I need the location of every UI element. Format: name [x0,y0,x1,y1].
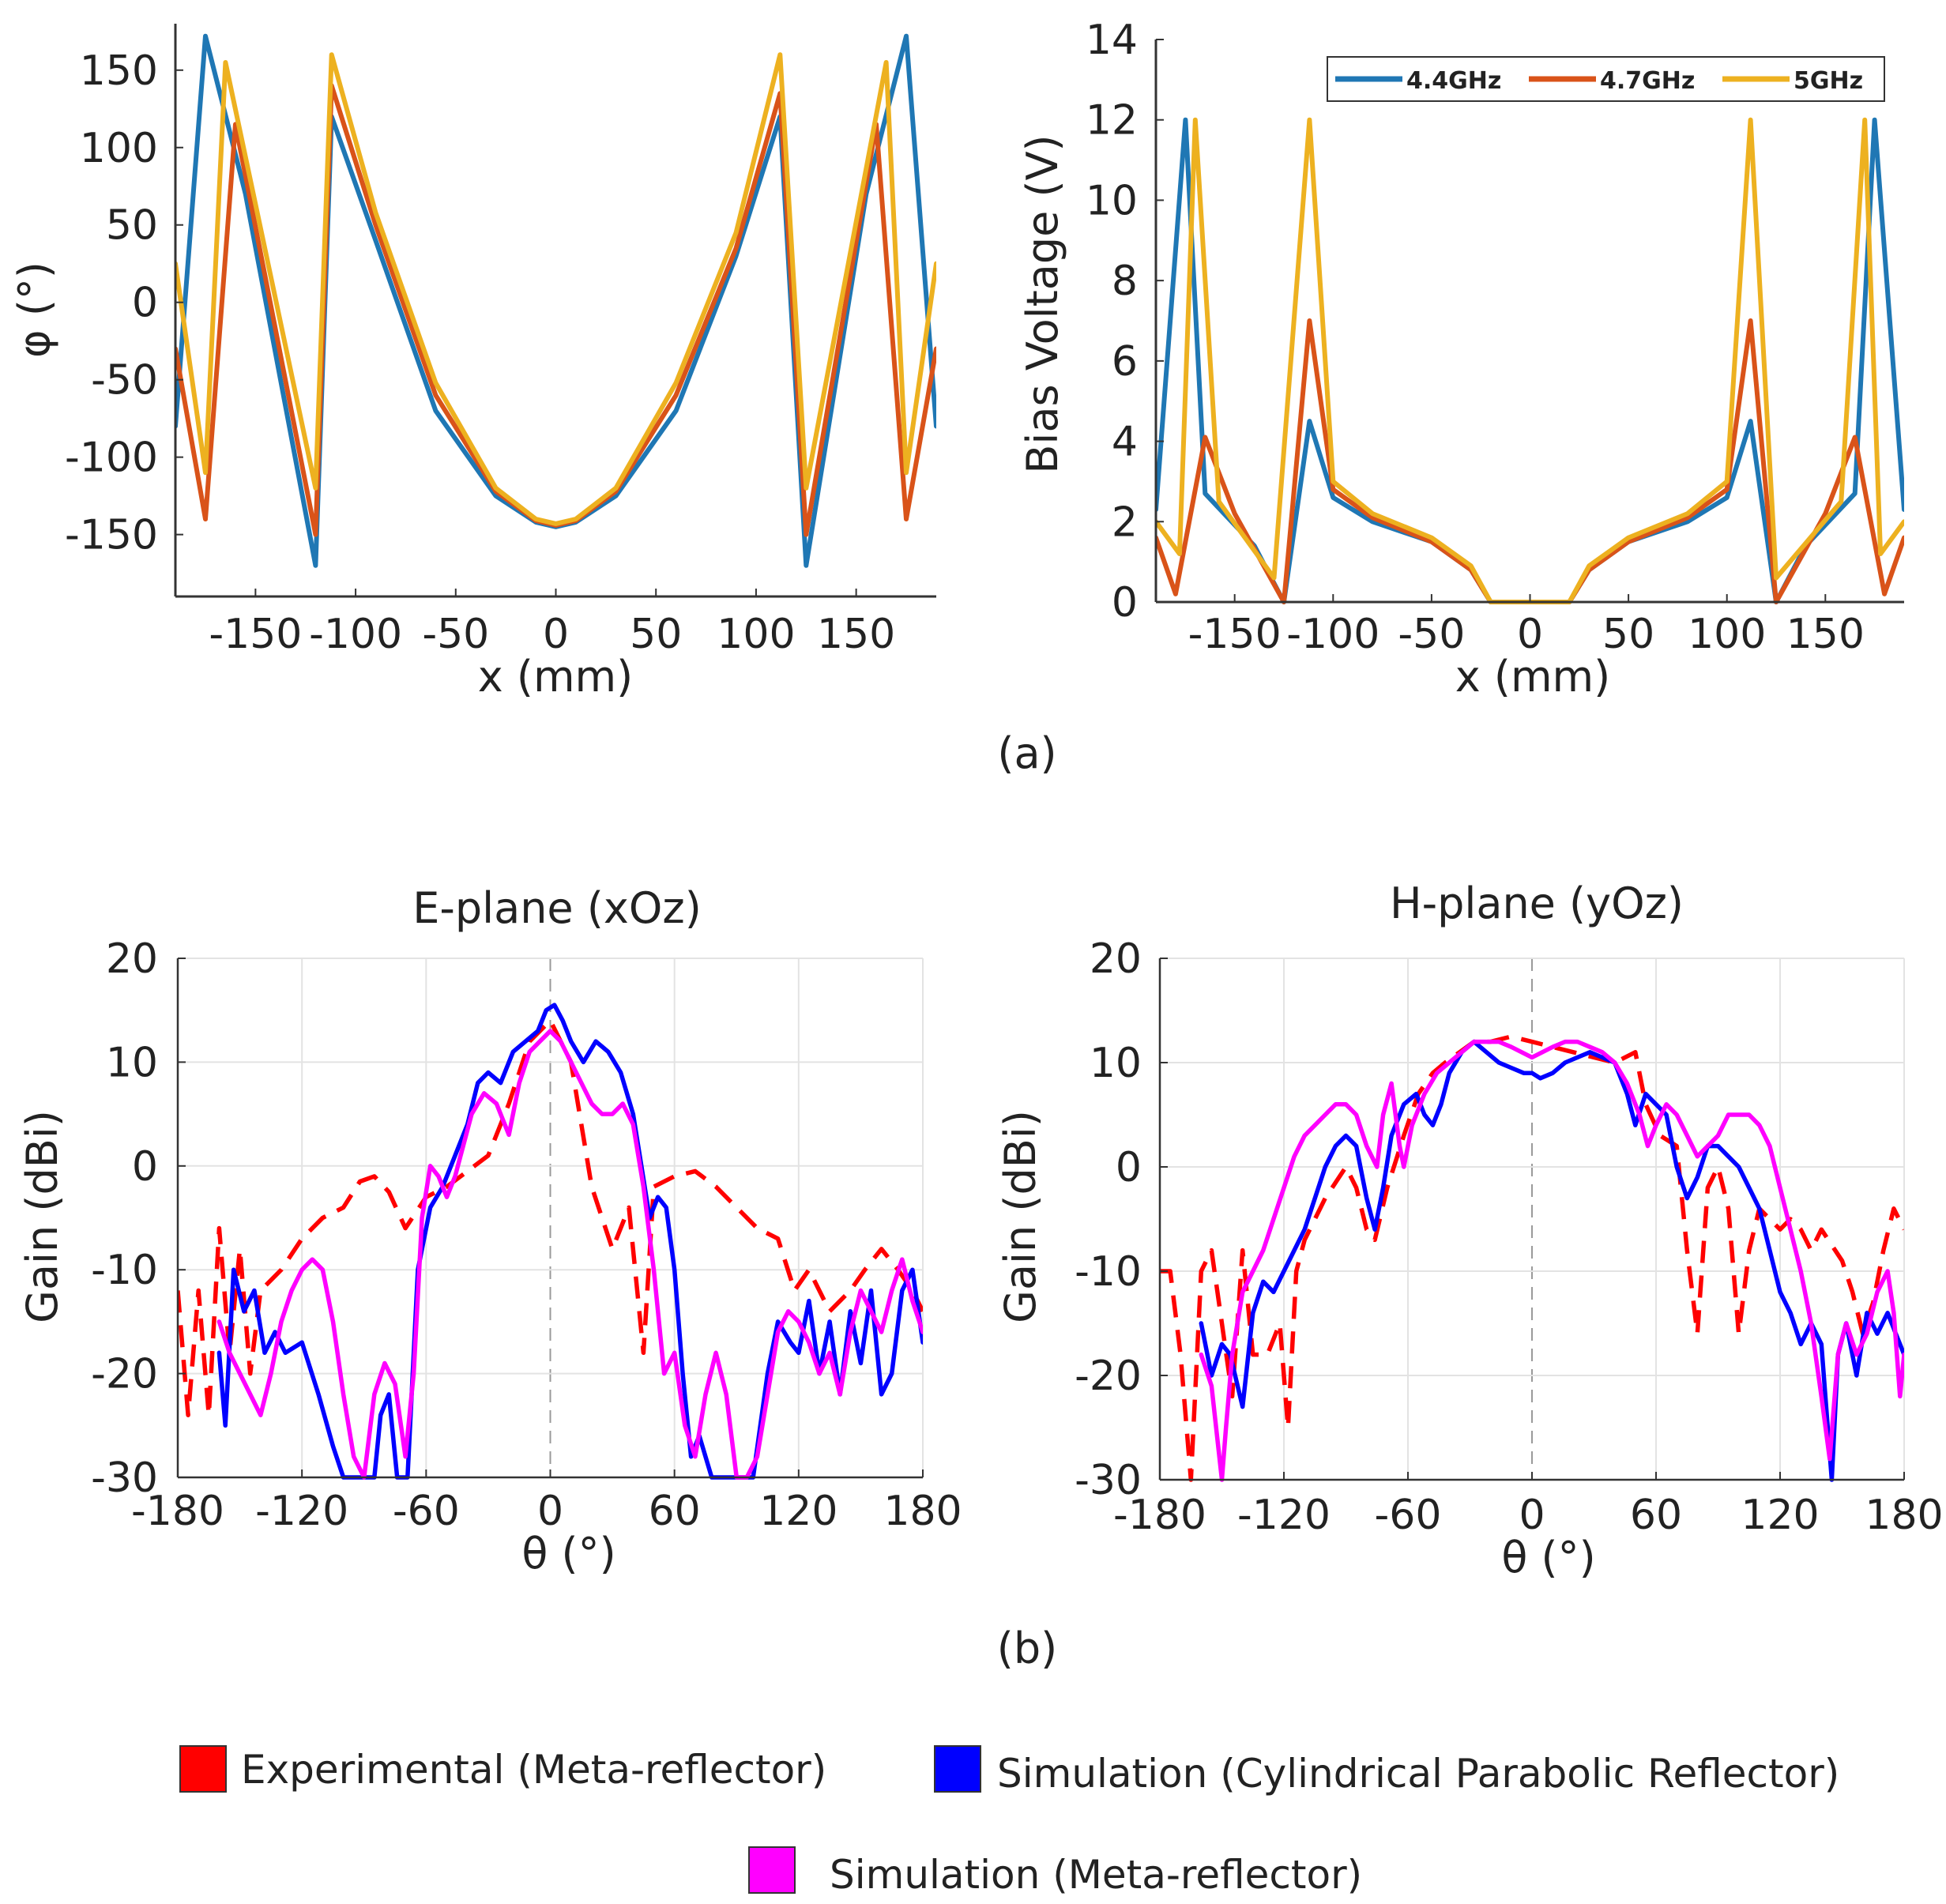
bias-xtick-label: 0 [1517,611,1543,658]
phase-chart: -150 -100 -50 0 50 100 150-150-100-50050100150… [9,24,936,702]
phase-ytick-label: -100 [65,435,158,482]
phase-series-5ghz [175,52,936,526]
phase-xtick-label: 100 [717,611,795,658]
legend-label-4-4ghz: 4.4GHz [1406,67,1501,95]
hplane-ytick-label: 0 [1116,1144,1142,1191]
bias-ytick-label: 0 [1112,579,1138,627]
legend-label-experimental: Experimental (Meta-reflector) [241,1747,826,1793]
e-plane-x-label: θ (°) [521,1529,615,1579]
legend-swatch-meta-sim [748,1846,796,1894]
eplane-xtick-label: -120 [255,1488,348,1535]
eplane-xtick-label: -180 [131,1488,224,1535]
bias-xtick-label: 150 [1786,611,1865,658]
phase-ytick-label: 150 [80,47,158,95]
bias-series-4-4ghz [1156,117,1904,604]
bias-y-label: Bias Voltage (V) [1018,134,1067,473]
hplane-ytick-label: -10 [1075,1248,1142,1296]
phase-x-label: x (mm) [478,652,633,702]
bias-legend: 4.4GHz 4.7GHz 5GHz [1327,56,1885,102]
bias-ytick-label: 10 [1086,177,1138,224]
phase-ytick-label: 50 [106,202,158,250]
eplane-ytick-label: 0 [132,1143,158,1191]
caption-a: (a) [997,728,1056,778]
hplane-xtick-label: 60 [1630,1492,1682,1539]
hplane-ytick-label: 10 [1090,1040,1142,1087]
eplane-xtick-label: 60 [649,1488,701,1535]
phase-xtick-label: 150 [817,611,895,658]
phase-y-label: φ (°) [9,262,59,358]
hplane-series-simulation-cylindrical-parabolic-reflector [1199,1039,1904,1482]
hplane-ytick-label: -20 [1075,1353,1142,1400]
bias-xtick-label: -50 [1398,611,1465,658]
eplane-ytick-label: -20 [91,1351,158,1398]
e-plane-chart: E-plane (xOz) -180 -120 -60 0 60 120 180 -30 -20… [17,883,962,1579]
bias-xtick-label: -100 [1286,611,1380,658]
phase-ytick-label: -50 [91,357,158,405]
hplane-series-simulation-meta-reflector [1199,1039,1904,1482]
hplane-ytick-label: -30 [1075,1457,1142,1504]
legend-swatch-experimental [179,1745,227,1793]
eplane-xtick-label: -60 [393,1488,460,1535]
eplane-series-simulation-cylindrical-parabolic-reflector [216,1003,923,1480]
legend-label-cylindrical: Simulation (Cylindrical Parabolic Reflec… [997,1751,1839,1797]
eplane-ytick-label: -30 [91,1454,158,1502]
phase-ytick-label: 100 [80,125,158,172]
phase-xtick-label: 0 [543,611,569,658]
bias-ytick-label: 2 [1112,499,1138,546]
bias-ytick-label: 12 [1086,97,1138,145]
phase-xtick-label: -100 [309,611,402,658]
h-plane-chart: H-plane (yOz) -180 -120 -60 0 60 120 180 -30 -20… [996,879,1944,1582]
eplane-xtick-label: 180 [883,1488,962,1535]
e-plane-y-label: Gain (dBi) [17,1110,67,1323]
eplane-ytick-label: -10 [91,1247,158,1294]
eplane-ytick-label: 20 [106,935,158,983]
h-plane-y-label: Gain (dBi) [996,1110,1045,1323]
phase-series-4-4ghz [175,33,936,568]
bias-xtick-label: 50 [1602,611,1654,658]
h-plane-title: H-plane (yOz) [1390,879,1684,928]
bottom-legend: Experimental (Meta-reflector) Simulation… [179,1745,1839,1898]
legend-swatch-cylindrical [934,1745,981,1793]
phase-xtick-label: -50 [422,611,489,658]
eplane-series-simulation-meta-reflector [216,1029,923,1480]
eplane-xtick-label: 120 [759,1488,837,1535]
hplane-xtick-label: -120 [1237,1492,1331,1539]
bias-xtick-label: 100 [1688,611,1766,658]
bias-ytick-label: 4 [1112,419,1138,466]
hplane-xtick-label: 120 [1741,1492,1819,1539]
phase-ytick-label: -150 [65,512,158,559]
caption-b: (b) [997,1624,1057,1673]
phase-ytick-label: 0 [132,280,158,327]
hplane-xtick-label: 0 [1519,1492,1545,1539]
bias-ytick-label: 14 [1086,17,1138,64]
e-plane-title: E-plane (xOz) [412,883,702,933]
eplane-series-experimental-meta-reflector [178,1018,923,1417]
hplane-xtick-label: -60 [1375,1492,1442,1539]
bias-ytick-label: 8 [1112,258,1138,305]
hplane-series-experimental-meta-reflector [1160,1034,1904,1482]
h-plane-x-label: θ (°) [1501,1533,1595,1582]
hplane-ytick-label: 20 [1090,935,1142,983]
hplane-xtick-label: -180 [1113,1492,1206,1539]
bias-legend-box [1327,56,1885,102]
eplane-ytick-label: 10 [106,1039,158,1086]
legend-label-4-7ghz: 4.7GHz [1600,67,1695,95]
bias-voltage-chart: -150 -100 -50 0 50 100 150 0 2 4 6 8 10 12 14 x (mm) B… [1018,17,1904,702]
bias-ytick-label: 6 [1112,338,1138,386]
legend-label-meta-sim: Simulation (Meta-reflector) [830,1852,1362,1898]
eplane-xtick-label: 0 [537,1488,563,1535]
bias-x-label: x (mm) [1455,652,1610,702]
bias-series-5ghz [1156,117,1904,604]
legend-label-5ghz: 5GHz [1794,67,1863,95]
hplane-xtick-label: 180 [1865,1492,1943,1539]
bias-xtick-label: -150 [1188,611,1282,658]
phase-xtick-label: -150 [209,611,302,658]
phase-xtick-label: 50 [630,611,682,658]
